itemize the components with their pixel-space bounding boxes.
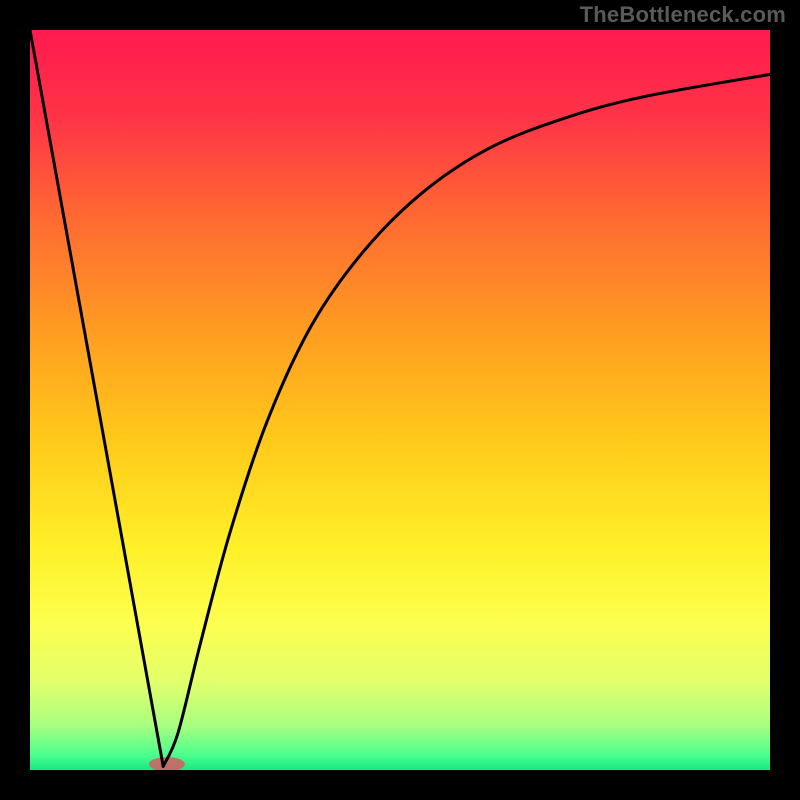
frame-bottom xyxy=(0,770,800,800)
chart-container: TheBottleneck.com xyxy=(0,0,800,800)
bottleneck-chart xyxy=(0,0,800,800)
plot-background xyxy=(30,30,770,770)
frame-right xyxy=(770,0,800,800)
frame-left xyxy=(0,0,30,800)
watermark-text: TheBottleneck.com xyxy=(580,2,786,28)
